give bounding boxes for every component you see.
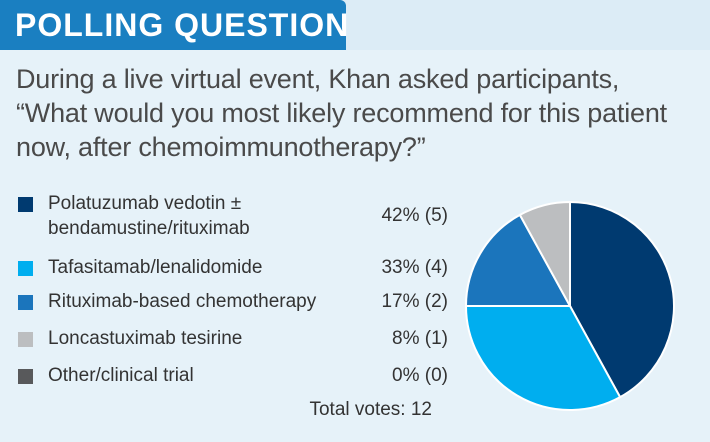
- header-bar: POLLING QUESTION: [0, 0, 710, 50]
- legend-label-polatuzumab-line1: Polatuzumab vedotin ±: [48, 193, 242, 214]
- legend-value-rituximab: 17% (2): [381, 291, 448, 312]
- legend-swatch-rituximab: [18, 295, 33, 310]
- pie-slice-tafasitamab: [464, 305, 622, 411]
- legend-value-tafasitamab: 33% (4): [381, 257, 448, 278]
- question-text: During a live virtual event, Khan asked …: [16, 64, 667, 162]
- legend-label-rituximab: Rituximab-based chemotherapy: [48, 291, 317, 312]
- legend-value-loncastuximab: 8% (1): [392, 328, 448, 349]
- total-votes-label: Total votes:: [309, 399, 406, 420]
- page-title: POLLING QUESTION: [15, 7, 350, 43]
- pie-slice-loncastuximab: [518, 200, 571, 307]
- legend-swatch-polatuzumab: [18, 197, 33, 212]
- legend-swatch-tafasitamab: [18, 261, 33, 276]
- legend-label-other: Other/clinical trial: [48, 365, 194, 386]
- pie-chart: [464, 200, 675, 411]
- total-votes-value: 12: [410, 399, 432, 420]
- header-tab: POLLING QUESTION: [0, 0, 350, 50]
- legend-label-polatuzumab-line2: bendamustine/rituximab: [48, 218, 250, 239]
- legend-label-tafasitamab: Tafasitamab/lenalidomide: [48, 257, 263, 278]
- legend-value-other: 0% (0): [392, 365, 448, 386]
- legend-label-loncastuximab: Loncastuximab tesirine: [48, 328, 243, 349]
- pie-slice-rituximab: [464, 213, 572, 307]
- legend-swatch-other: [18, 369, 33, 384]
- legend-value-polatuzumab: 42% (5): [381, 205, 448, 226]
- pie-slice-polatuzumab: [569, 200, 675, 399]
- total-votes: Total votes: 12: [309, 398, 432, 422]
- legend-swatch-loncastuximab: [18, 332, 33, 347]
